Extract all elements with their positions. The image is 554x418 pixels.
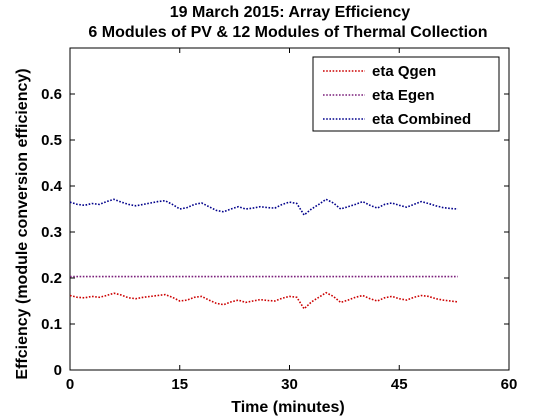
series-line-eta-qgen xyxy=(69,291,458,311)
y-tick-label: 0.6 xyxy=(41,86,62,103)
y-tick-label: 0.3 xyxy=(41,224,62,241)
y-tick-label: 0.1 xyxy=(41,316,62,333)
x-tick-label: 30 xyxy=(281,376,298,393)
legend-label-eta-qgen: eta Qgen xyxy=(372,63,436,80)
x-tick-label: 45 xyxy=(391,376,408,393)
x-tick-label: 0 xyxy=(66,376,74,393)
series-lines xyxy=(69,198,458,311)
legend-box xyxy=(312,56,500,132)
chart-subtitle: 6 Modules of PV & 12 Modules of Thermal … xyxy=(88,24,487,41)
y-tick-label: 0 xyxy=(54,362,62,379)
y-tick-label: 0.2 xyxy=(41,270,62,287)
y-tick-label: 0.4 xyxy=(41,178,63,195)
legend-label-eta-combined: eta Combined xyxy=(372,111,471,128)
x-axis: 0 15 30 45 60 xyxy=(66,48,518,393)
x-tick-label: 15 xyxy=(171,376,188,393)
x-tick-label: 60 xyxy=(501,376,518,393)
legend-label-eta-egen: eta Egen xyxy=(372,87,435,104)
legend: eta Qgen eta Egen eta Combined xyxy=(312,56,500,132)
chart-title: 19 March 2015: Array Efficiency xyxy=(170,4,411,21)
y-axis-label: Effciency (module conversion efficiency) xyxy=(14,68,31,379)
y-tick-label: 0.5 xyxy=(41,132,62,149)
x-axis-label: Time (minutes) xyxy=(231,399,345,416)
y-axis: 0 0.1 0.2 0.3 0.4 0.5 0.6 xyxy=(41,86,509,379)
series-line-eta-combined xyxy=(69,198,458,217)
